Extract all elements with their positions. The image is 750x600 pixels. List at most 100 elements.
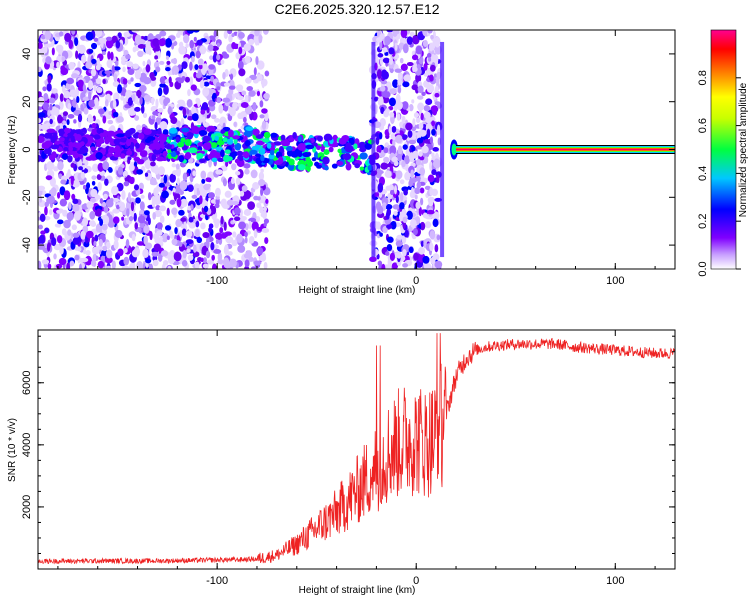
spectrogram-noise-blob <box>122 78 128 85</box>
spectrogram-noise-blob <box>105 36 113 41</box>
spectrogram-noise-blob <box>101 223 108 231</box>
spectrogram-noise-blob <box>394 42 398 51</box>
spectrogram-noise-blob <box>248 220 252 230</box>
spectrogram-noise-blob <box>86 201 94 209</box>
spectrogram-noise-blob <box>80 230 86 240</box>
spectrogram-noise-blob <box>157 166 166 176</box>
spectrogram-noise-blob <box>62 209 68 217</box>
spectrogram-noise-blob <box>171 42 175 50</box>
spectrogram-noise-blob <box>253 260 262 266</box>
spectrogram-noise-blob <box>178 209 185 216</box>
spectrogram-noise-blob <box>128 176 135 185</box>
spectrogram-noise-blob <box>63 219 71 229</box>
spectrogram-noise-blob <box>435 43 440 48</box>
spectrogram-noise-blob <box>376 37 383 43</box>
spectrogram-noise-blob <box>67 169 71 177</box>
spectrogram-band-blob <box>38 135 45 144</box>
spectrogram-band-blob <box>198 158 207 164</box>
spectrogram-noise-blob <box>436 174 440 184</box>
spectrogram-noise-blob <box>222 71 226 80</box>
spectrogram-noise-blob <box>220 198 227 208</box>
spectrogram-noise-blob <box>102 161 110 170</box>
spectrogram-noise-blob <box>380 79 388 85</box>
spectrogram-band-blob <box>306 160 313 168</box>
spectrogram-noise-blob <box>112 208 118 214</box>
spectrogram-band-blob <box>186 132 194 140</box>
spectrogram-noise-blob <box>192 170 197 177</box>
spectrogram-noise-blob <box>395 93 401 104</box>
spectrogram-noise-blob <box>139 201 145 211</box>
colorbar-tick-label: 0.4 <box>697 166 709 181</box>
spectrogram-noise-blob <box>202 263 209 269</box>
spectrogram-noise-blob <box>102 245 108 252</box>
spectrogram-noise-blob <box>143 225 150 234</box>
spectrogram-noise-blob <box>236 233 243 244</box>
spectrogram-noise-blob <box>145 258 152 264</box>
spectrogram-noise-blob <box>72 198 79 205</box>
spectrogram-noise-blob <box>421 91 426 97</box>
spectrogram-panel: -100 0 100 -40 -20 0 20 40 Height of straight l… <box>7 29 676 296</box>
spectrogram-noise-blob <box>396 234 404 240</box>
spectrogram-noise-blob <box>221 51 227 56</box>
spectrogram-noise-blob <box>63 190 71 201</box>
spectrogram-band-blob <box>338 137 347 145</box>
spectrogram-noise-blob <box>47 110 51 117</box>
spectrogram-noise-blob <box>253 228 258 239</box>
spectrogram-noise-blob <box>126 90 133 97</box>
spectrogram-noise-blob <box>417 95 424 100</box>
spectrogram-noise-blob <box>113 239 119 250</box>
spectrogram-band-blob <box>150 129 158 136</box>
spectrogram-noise-blob <box>85 230 94 239</box>
spectrogram-noise-blob <box>163 84 169 95</box>
spectrogram-noise-blob <box>244 231 248 238</box>
spectrogram-noise-blob <box>407 130 413 138</box>
spectrogram-noise-blob <box>57 114 63 124</box>
spectrogram-noise-blob <box>47 263 52 269</box>
spectrogram-band-blob <box>234 158 240 164</box>
spectrogram-band-blob <box>74 133 82 142</box>
spectrogram-noise-blob <box>399 179 405 185</box>
spectrogram-noise-blob <box>105 249 113 259</box>
spectrogram-noise-blob <box>415 158 422 167</box>
spectrogram-noise-blob <box>138 39 146 45</box>
spectrogram-noise-blob <box>178 241 183 247</box>
spectrogram-noise-blob <box>431 152 435 158</box>
spectrogram-noise-blob <box>381 70 389 80</box>
spectrogram-noise-blob <box>111 64 115 75</box>
spectrogram-noise-blob <box>132 46 137 53</box>
spectrogram-noise-blob <box>248 238 253 244</box>
spectrogram-noise-blob <box>223 30 228 39</box>
spectrogram-noise-blob <box>72 98 77 108</box>
spectrogram-noise-blob <box>261 108 268 114</box>
spectrogram-noise-blob <box>159 76 166 84</box>
spectrogram-noise-blob <box>419 187 425 194</box>
spectrogram-band-blob <box>243 151 250 159</box>
spectrogram-noise-blob <box>391 125 397 133</box>
spectrogram-noise-blob <box>422 212 428 218</box>
spectrogram-noise-blob <box>384 35 391 46</box>
spectrogram-noise-blob <box>228 258 237 268</box>
spectrogram-band-blob <box>44 132 51 139</box>
spectrogram-band-blob <box>297 135 303 143</box>
spectrogram-noise-blob <box>85 61 93 69</box>
spectrogram-band-blob <box>297 164 306 171</box>
spectrogram-noise-blob <box>112 197 120 203</box>
spectrogram-noise-blob <box>66 77 75 85</box>
spectrogram-noise-blob <box>127 192 131 202</box>
spectrogram-noise-blob <box>214 118 220 123</box>
spectrogram-xtick-label: 100 <box>606 275 624 287</box>
spectrogram-noise-blob <box>421 145 429 154</box>
spectrogram-noise-blob <box>429 136 434 145</box>
spectrogram-noise-blob <box>169 230 174 239</box>
spectrogram-band-blob <box>88 136 94 141</box>
spectrogram-noise-blob <box>207 192 215 199</box>
spectrogram-noise-blob <box>189 61 193 71</box>
spectrogram-band-blob <box>245 126 254 131</box>
spectrogram-noise-blob <box>154 200 160 206</box>
spectrogram-noise-blob <box>158 38 166 47</box>
spectrogram-band-blob <box>249 149 258 155</box>
snr-xtick-label: -100 <box>206 575 228 587</box>
spectrogram-noise-blob <box>69 260 75 267</box>
spectrogram-noise-blob <box>424 221 432 229</box>
spectrogram-noise-blob <box>415 116 421 124</box>
